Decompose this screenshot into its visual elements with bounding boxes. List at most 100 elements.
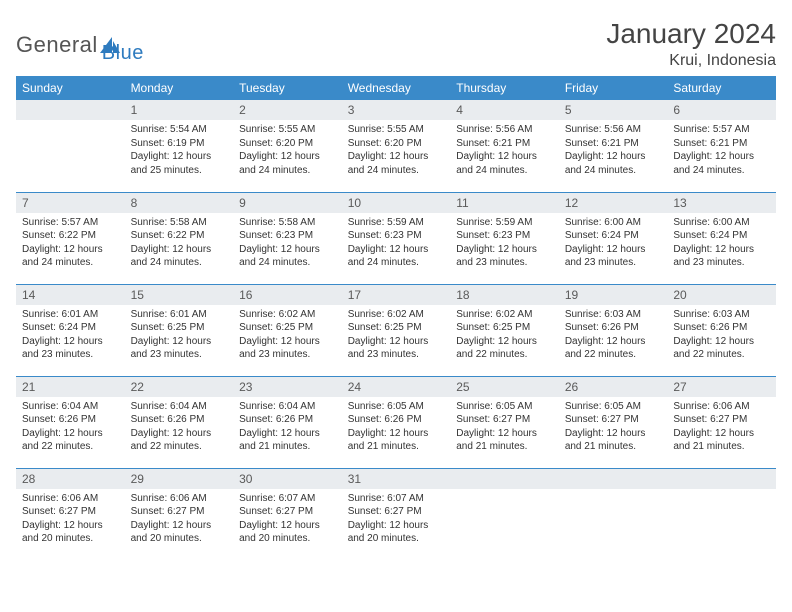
calendar-cell: 16Sunrise: 6:02 AMSunset: 6:25 PMDayligh… [233, 284, 342, 376]
calendar-row: 1Sunrise: 5:54 AMSunset: 6:19 PMDaylight… [16, 100, 776, 192]
daylight-line: Daylight: 12 hours and 22 minutes. [131, 427, 228, 454]
weekday-header: Thursday [450, 76, 559, 100]
calendar-body: 1Sunrise: 5:54 AMSunset: 6:19 PMDaylight… [16, 100, 776, 560]
sunset-line: Sunset: 6:26 PM [131, 413, 228, 427]
day-number: 27 [667, 377, 776, 397]
sunset-line: Sunset: 6:24 PM [673, 229, 770, 243]
sunrise-line: Sunrise: 6:01 AM [22, 308, 119, 322]
daylight-line: Daylight: 12 hours and 22 minutes. [456, 335, 553, 362]
day-details: Sunrise: 6:01 AMSunset: 6:25 PMDaylight:… [125, 305, 234, 366]
sunset-line: Sunset: 6:22 PM [22, 229, 119, 243]
calendar-cell: 11Sunrise: 5:59 AMSunset: 6:23 PMDayligh… [450, 192, 559, 284]
daylight-line: Daylight: 12 hours and 21 minutes. [673, 427, 770, 454]
day-number [16, 100, 125, 120]
sunrise-line: Sunrise: 6:04 AM [22, 400, 119, 414]
day-details: Sunrise: 5:55 AMSunset: 6:20 PMDaylight:… [233, 120, 342, 181]
location-label: Krui, Indonesia [606, 52, 776, 70]
day-details: Sunrise: 6:02 AMSunset: 6:25 PMDaylight:… [450, 305, 559, 366]
day-details: Sunrise: 6:06 AMSunset: 6:27 PMDaylight:… [667, 397, 776, 458]
sunset-line: Sunset: 6:24 PM [565, 229, 662, 243]
day-number: 25 [450, 377, 559, 397]
sunrise-line: Sunrise: 6:02 AM [456, 308, 553, 322]
day-number: 20 [667, 285, 776, 305]
day-number: 21 [16, 377, 125, 397]
sunrise-line: Sunrise: 6:02 AM [239, 308, 336, 322]
daylight-line: Daylight: 12 hours and 20 minutes. [131, 519, 228, 546]
day-number: 7 [16, 193, 125, 213]
weekday-header-row: SundayMondayTuesdayWednesdayThursdayFrid… [16, 76, 776, 100]
sunrise-line: Sunrise: 5:58 AM [131, 216, 228, 230]
day-number: 11 [450, 193, 559, 213]
calendar-cell: 30Sunrise: 6:07 AMSunset: 6:27 PMDayligh… [233, 468, 342, 560]
calendar-cell: 26Sunrise: 6:05 AMSunset: 6:27 PMDayligh… [559, 376, 668, 468]
sunset-line: Sunset: 6:25 PM [239, 321, 336, 335]
daylight-line: Daylight: 12 hours and 24 minutes. [239, 243, 336, 270]
calendar-cell: 7Sunrise: 5:57 AMSunset: 6:22 PMDaylight… [16, 192, 125, 284]
sunrise-line: Sunrise: 5:57 AM [22, 216, 119, 230]
calendar-cell: 10Sunrise: 5:59 AMSunset: 6:23 PMDayligh… [342, 192, 451, 284]
day-number: 13 [667, 193, 776, 213]
sunset-line: Sunset: 6:27 PM [239, 505, 336, 519]
sunrise-line: Sunrise: 6:04 AM [131, 400, 228, 414]
day-details: Sunrise: 5:56 AMSunset: 6:21 PMDaylight:… [450, 120, 559, 181]
calendar-cell: 1Sunrise: 5:54 AMSunset: 6:19 PMDaylight… [125, 100, 234, 192]
weekday-header: Saturday [667, 76, 776, 100]
calendar-cell: 5Sunrise: 5:56 AMSunset: 6:21 PMDaylight… [559, 100, 668, 192]
day-number: 2 [233, 100, 342, 120]
day-details: Sunrise: 5:59 AMSunset: 6:23 PMDaylight:… [450, 213, 559, 274]
daylight-line: Daylight: 12 hours and 24 minutes. [456, 150, 553, 177]
calendar-cell: 19Sunrise: 6:03 AMSunset: 6:26 PMDayligh… [559, 284, 668, 376]
day-number: 4 [450, 100, 559, 120]
daylight-line: Daylight: 12 hours and 20 minutes. [239, 519, 336, 546]
day-details: Sunrise: 6:00 AMSunset: 6:24 PMDaylight:… [559, 213, 668, 274]
day-number: 9 [233, 193, 342, 213]
daylight-line: Daylight: 12 hours and 25 minutes. [131, 150, 228, 177]
calendar-cell: 25Sunrise: 6:05 AMSunset: 6:27 PMDayligh… [450, 376, 559, 468]
day-details: Sunrise: 6:05 AMSunset: 6:27 PMDaylight:… [450, 397, 559, 458]
day-details: Sunrise: 6:02 AMSunset: 6:25 PMDaylight:… [342, 305, 451, 366]
sunset-line: Sunset: 6:22 PM [131, 229, 228, 243]
daylight-line: Daylight: 12 hours and 24 minutes. [565, 150, 662, 177]
calendar-cell: 31Sunrise: 6:07 AMSunset: 6:27 PMDayligh… [342, 468, 451, 560]
day-number: 8 [125, 193, 234, 213]
sunset-line: Sunset: 6:27 PM [131, 505, 228, 519]
header: General Blue January 2024 Krui, Indonesi… [16, 18, 776, 70]
sunset-line: Sunset: 6:26 PM [348, 413, 445, 427]
sunset-line: Sunset: 6:27 PM [22, 505, 119, 519]
day-details: Sunrise: 6:03 AMSunset: 6:26 PMDaylight:… [667, 305, 776, 366]
day-details: Sunrise: 5:59 AMSunset: 6:23 PMDaylight:… [342, 213, 451, 274]
weekday-header: Sunday [16, 76, 125, 100]
day-number: 24 [342, 377, 451, 397]
calendar-cell: 17Sunrise: 6:02 AMSunset: 6:25 PMDayligh… [342, 284, 451, 376]
day-number [667, 469, 776, 489]
calendar-row: 28Sunrise: 6:06 AMSunset: 6:27 PMDayligh… [16, 468, 776, 560]
calendar-row: 21Sunrise: 6:04 AMSunset: 6:26 PMDayligh… [16, 376, 776, 468]
calendar-cell: 29Sunrise: 6:06 AMSunset: 6:27 PMDayligh… [125, 468, 234, 560]
day-number: 16 [233, 285, 342, 305]
weekday-header: Monday [125, 76, 234, 100]
day-details: Sunrise: 6:07 AMSunset: 6:27 PMDaylight:… [233, 489, 342, 550]
day-details: Sunrise: 5:56 AMSunset: 6:21 PMDaylight:… [559, 120, 668, 181]
sunset-line: Sunset: 6:24 PM [22, 321, 119, 335]
day-number: 18 [450, 285, 559, 305]
day-number: 30 [233, 469, 342, 489]
day-number: 1 [125, 100, 234, 120]
calendar-table: SundayMondayTuesdayWednesdayThursdayFrid… [16, 76, 776, 560]
sunset-line: Sunset: 6:21 PM [673, 137, 770, 151]
day-number: 26 [559, 377, 668, 397]
day-details: Sunrise: 6:04 AMSunset: 6:26 PMDaylight:… [233, 397, 342, 458]
day-number: 15 [125, 285, 234, 305]
daylight-line: Daylight: 12 hours and 23 minutes. [565, 243, 662, 270]
day-details: Sunrise: 6:07 AMSunset: 6:27 PMDaylight:… [342, 489, 451, 550]
day-number: 5 [559, 100, 668, 120]
day-details: Sunrise: 6:05 AMSunset: 6:26 PMDaylight:… [342, 397, 451, 458]
weekday-header: Friday [559, 76, 668, 100]
sunrise-line: Sunrise: 5:56 AM [456, 123, 553, 137]
daylight-line: Daylight: 12 hours and 24 minutes. [348, 243, 445, 270]
daylight-line: Daylight: 12 hours and 23 minutes. [131, 335, 228, 362]
daylight-line: Daylight: 12 hours and 21 minutes. [456, 427, 553, 454]
day-details: Sunrise: 5:57 AMSunset: 6:21 PMDaylight:… [667, 120, 776, 181]
calendar-cell: 28Sunrise: 6:06 AMSunset: 6:27 PMDayligh… [16, 468, 125, 560]
sunrise-line: Sunrise: 6:02 AM [348, 308, 445, 322]
calendar-cell-empty [559, 468, 668, 560]
